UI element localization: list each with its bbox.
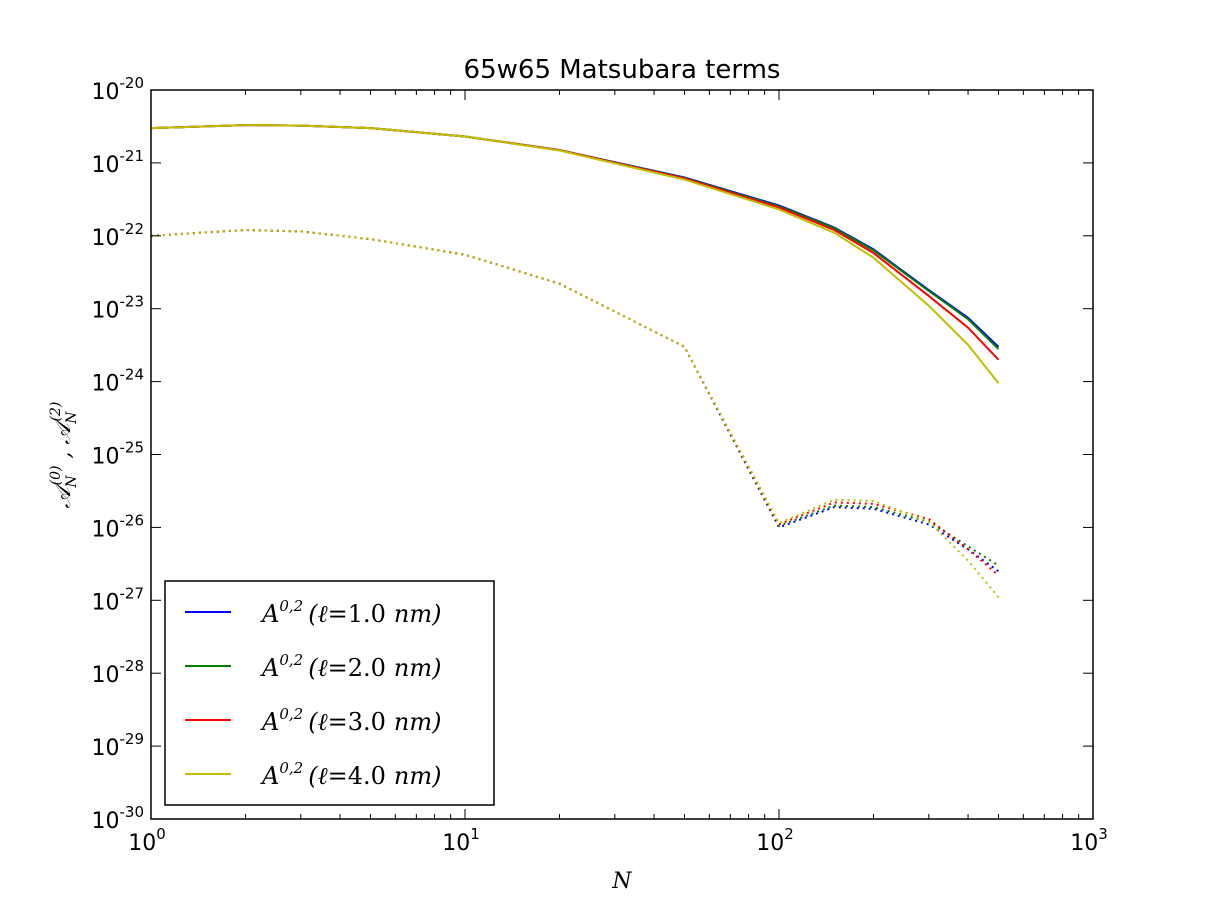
x-tick-label: 101 (442, 825, 480, 856)
y-tick-label: 10-27 (92, 584, 145, 615)
legend-label: A0,2 (ℓ=1.0 nm) (260, 597, 441, 628)
series-a2-line (151, 228, 1000, 598)
y-label-sup-1: (0) (48, 465, 64, 485)
x-tick-label: 103 (1070, 825, 1108, 856)
y-tick-label: 10-20 (92, 74, 145, 105)
y-axis-label: 𝒜N(0) , 𝒜N(2) (48, 402, 80, 509)
legend: A0,2 (ℓ=1.0 nm) A0,2 (ℓ=2.0 nm) A0,2 (ℓ=3.0 nm) A… (164, 580, 495, 806)
y-tick-label: 10-29 (92, 730, 145, 761)
series-a2-line (151, 228, 1000, 577)
series-a0-line (151, 124, 1000, 384)
y-axis: 10-20 10-21 10-22 10-23 10-24 10-25 10-26 10-27… (92, 74, 1093, 834)
y-label-sub-2: N (64, 411, 80, 425)
y-tick-label: 10-28 (92, 657, 145, 688)
legend-box (164, 580, 495, 806)
y-tick-label: 10-26 (92, 511, 145, 542)
y-tick-label: 10-24 (92, 366, 145, 397)
legend-label: A0,2 (ℓ=2.0 nm) (260, 651, 441, 682)
x-tick-label: 100 (128, 825, 166, 856)
x-tick-label: 102 (756, 825, 794, 856)
y-tick-label: 10-30 (92, 803, 145, 834)
y-tick-label: 10-23 (92, 293, 145, 324)
series-layer (151, 124, 1000, 598)
svg-text:𝒜N(0) , 𝒜N(2): 𝒜N(0) , 𝒜N(2) (48, 402, 80, 509)
x-axis-label: N (611, 869, 632, 894)
y-label-sub-1: N (64, 475, 80, 489)
y-label-sup-2: (2) (48, 402, 64, 422)
legend-label: A0,2 (ℓ=3.0 nm) (260, 705, 441, 736)
y-tick-label: 10-22 (92, 220, 145, 251)
y-tick-label: 10-21 (92, 147, 145, 178)
y-tick-label: 10-25 (92, 439, 145, 470)
legend-label: A0,2 (ℓ=4.0 nm) (260, 759, 441, 790)
x-axis: 100 101 102 103 (128, 90, 1108, 856)
y-label-separator: , (51, 445, 76, 466)
chart-title: 65w65 Matsubara terms (464, 55, 781, 85)
